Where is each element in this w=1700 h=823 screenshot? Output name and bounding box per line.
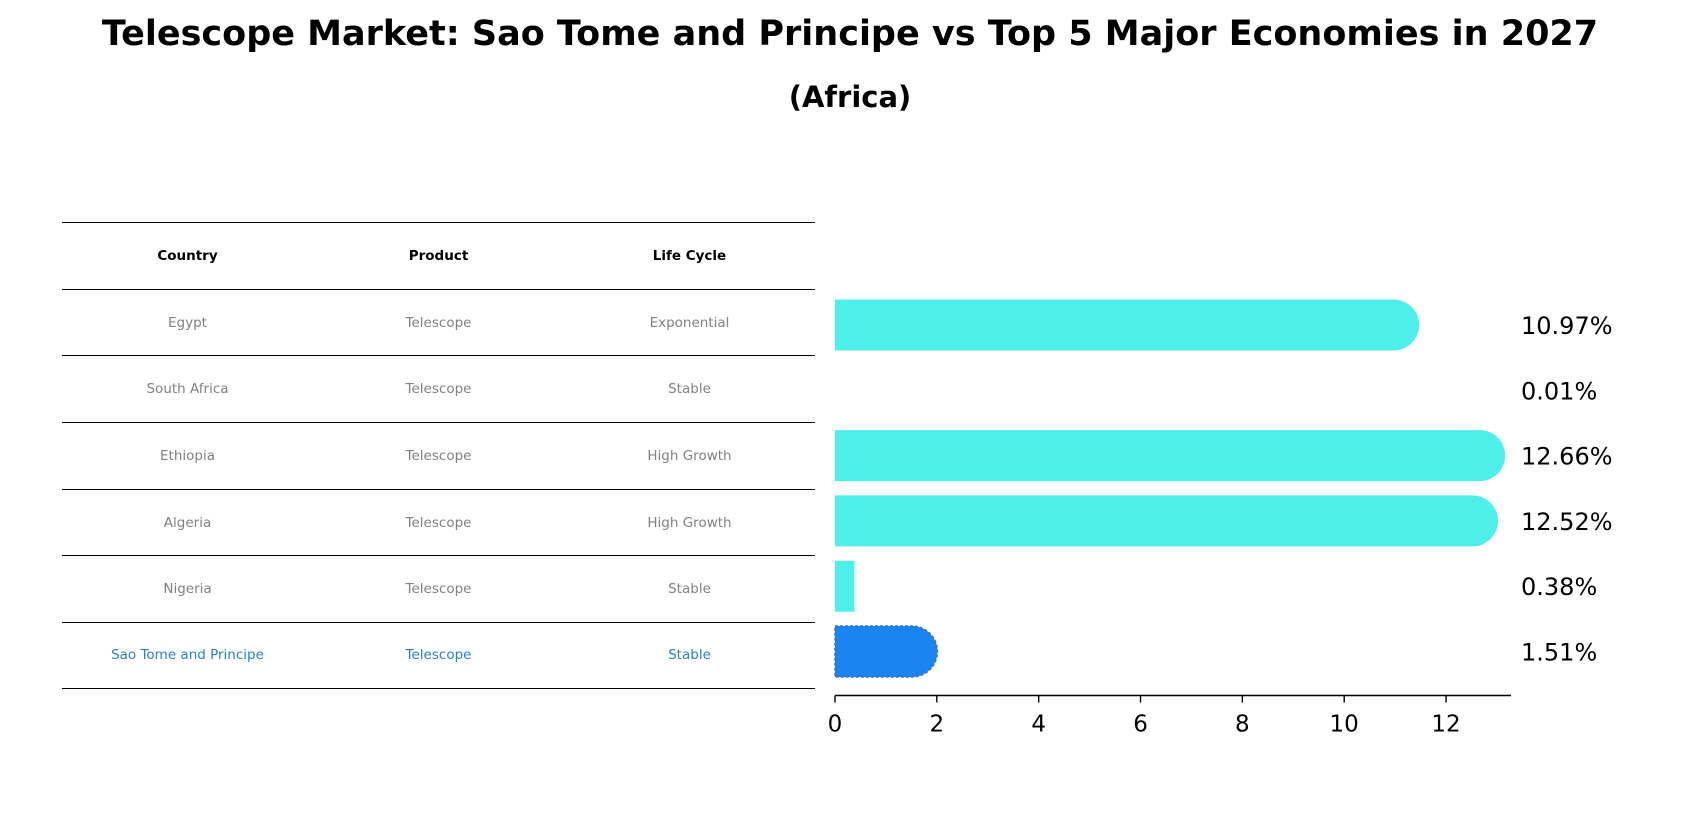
cell-product: Telescope — [405, 514, 472, 531]
cell-product: Telescope — [405, 314, 472, 331]
x-tick-label: 10 — [1330, 712, 1359, 738]
x-tick-label: 8 — [1235, 712, 1250, 738]
table-row: Egypt Telescope Exponential — [62, 288, 815, 356]
cell-country: Algeria — [163, 514, 212, 531]
table-row-highlighted: Sao Tome and Principe Telescope Stable — [62, 622, 815, 689]
chart-title: Telescope Market: Sao Tome and Principe … — [101, 14, 1599, 54]
header-product: Product — [408, 247, 469, 264]
bar-algeria — [835, 495, 1499, 547]
cell-life-cycle: High Growth — [647, 447, 732, 464]
cell-life-cycle: Stable — [668, 647, 711, 664]
x-tick-label: 12 — [1431, 712, 1460, 738]
bar-sao-tome-and-principe — [834, 625, 939, 678]
chart-subtitle: (Africa) — [788, 80, 912, 114]
table-header-row: Country Product Life Cycle — [62, 222, 815, 289]
bar-nigeria — [835, 560, 855, 612]
cell-country: Ethiopia — [160, 447, 215, 464]
x-tick-label: 4 — [1031, 712, 1046, 738]
cell-product: Telescope — [405, 647, 472, 664]
x-tick-label: 2 — [930, 712, 945, 738]
cell-country: Sao Tome and Principe — [111, 647, 264, 664]
table-row: Algeria Telescope High Growth — [62, 488, 815, 556]
x-tick-label: 6 — [1133, 712, 1148, 738]
cell-product: Telescope — [405, 381, 472, 398]
x-tick-label: 0 — [828, 712, 843, 738]
value-label: 0.01% — [1521, 377, 1597, 405]
cell-country: South Africa — [146, 381, 229, 398]
value-label: 1.51% — [1521, 639, 1597, 667]
value-label: 10.97% — [1521, 312, 1613, 340]
x-axis: 0 2 4 6 8 10 12 — [828, 694, 1511, 738]
cell-life-cycle: Exponential — [649, 314, 730, 331]
value-label: 0.38% — [1521, 573, 1597, 601]
cell-product: Telescope — [405, 447, 472, 464]
bar-egypt — [835, 299, 1420, 351]
bar-ethiopia — [835, 430, 1506, 482]
cell-country: Nigeria — [163, 581, 212, 598]
value-label: 12.52% — [1521, 508, 1613, 536]
value-labels-group: 10.97% 0.01% 12.66% 12.52% 0.38% 1.51% — [1521, 312, 1613, 667]
table-row: South Africa Telescope Stable — [62, 355, 815, 422]
value-label: 12.66% — [1521, 443, 1613, 471]
header-country: Country — [157, 247, 218, 264]
cell-life-cycle: Stable — [668, 581, 711, 598]
cell-life-cycle: Stable — [668, 381, 711, 398]
table-row: Ethiopia Telescope High Growth — [62, 422, 815, 489]
cell-country: Egypt — [168, 314, 207, 331]
data-table: Country Product Life Cycle Egypt Telesco… — [62, 222, 815, 689]
table-row: Nigeria Telescope Stable — [62, 555, 815, 622]
cell-product: Telescope — [405, 581, 472, 598]
header-life-cycle: Life Cycle — [652, 247, 727, 264]
cell-life-cycle: High Growth — [647, 514, 732, 531]
bars-group — [834, 299, 1506, 678]
